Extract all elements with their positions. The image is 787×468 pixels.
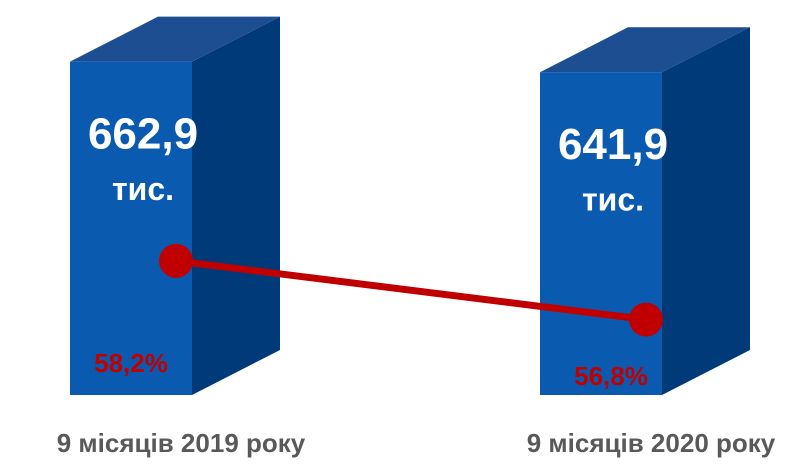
bar	[540, 27, 750, 395]
bar	[70, 16, 280, 395]
x-tick-label: 9 місяців 2020 року	[527, 428, 776, 458]
value-label: 641,9	[558, 120, 668, 169]
bar-top	[540, 27, 750, 73]
value-unit: тис.	[112, 171, 174, 207]
bar-side	[662, 27, 750, 395]
line-value-label: 56,8%	[574, 361, 648, 391]
value-label: 662,9	[88, 109, 198, 158]
line	[175, 257, 647, 324]
line-point	[629, 302, 663, 337]
bar-side	[192, 16, 280, 395]
line-value-label: 58,2%	[94, 348, 168, 378]
value-unit: тис.	[582, 182, 644, 218]
bar-top	[70, 16, 280, 62]
bar-front	[540, 72, 662, 395]
x-tick-label: 9 місяців 2019 року	[57, 428, 306, 458]
line-point	[159, 243, 193, 278]
bar-front	[70, 61, 192, 395]
